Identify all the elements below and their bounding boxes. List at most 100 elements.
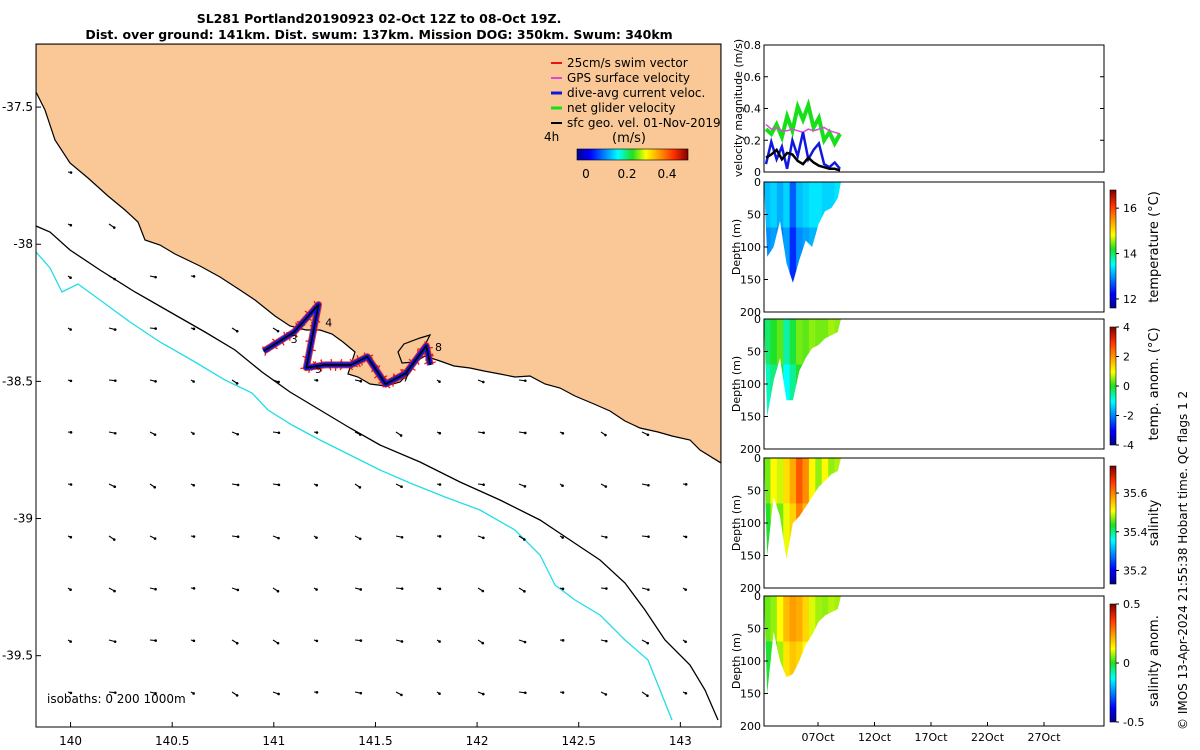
geo-velocity-arrowhead — [235, 329, 239, 333]
section-ytick-label: 0 — [754, 590, 761, 603]
section-ytick-label: 200 — [740, 306, 761, 319]
section-cell — [802, 458, 810, 504]
geo-velocity-arrowhead — [69, 171, 73, 174]
geo-velocity-arrowhead — [523, 485, 527, 488]
geo-velocity-arrowhead — [113, 431, 117, 435]
section-cell — [796, 458, 804, 504]
legend-dive-label: dive-avg current veloc. — [567, 86, 705, 100]
geo-velocity-arrowhead — [69, 276, 72, 280]
section-colorbar-label: 35.4 — [1123, 526, 1148, 539]
section-ytick-label: 150 — [740, 550, 761, 563]
section-ylabel: Depth (m) — [730, 219, 743, 275]
section-cell — [764, 227, 772, 283]
geo-velocity-arrowhead — [482, 536, 485, 540]
geo-velocity-arrowhead — [315, 639, 319, 643]
geo-velocity-arrowhead — [69, 223, 73, 227]
geo-velocity-arrowhead — [684, 483, 688, 486]
section-cell — [776, 182, 784, 228]
section-cell — [808, 319, 816, 365]
velocity-ytick-label: 0 — [754, 166, 761, 179]
geo-velocity-arrowhead — [481, 589, 485, 593]
geo-velocity-arrowhead — [236, 483, 240, 487]
geo-velocity-arrowhead — [646, 694, 649, 697]
section-cell — [802, 182, 810, 228]
track-time-label: 3 — [291, 333, 298, 346]
geo-velocity-arrowhead — [523, 640, 527, 644]
section-ytick-label: 200 — [740, 443, 761, 456]
geo-velocity-arrowhead — [69, 483, 73, 486]
map-ytick-label: -37.5 — [2, 100, 33, 114]
map-xtick-label: 142 — [466, 734, 489, 748]
geo-velocity-arrowhead — [112, 538, 116, 541]
section-cell — [764, 364, 772, 417]
geo-velocity-arrowhead — [604, 639, 608, 643]
section-cell — [783, 364, 791, 417]
velocity-ytick-label: 0.4 — [744, 103, 762, 116]
section-colorbar-label: 16 — [1123, 202, 1137, 215]
map-xtick-label: 142.5 — [562, 734, 596, 748]
geo-velocity-arrowhead — [438, 483, 442, 486]
section-ytick-label: 100 — [740, 517, 761, 530]
section-cell — [828, 182, 836, 228]
geo-velocity-arrowhead — [315, 431, 319, 434]
velocity-ytick-label: 0.6 — [744, 71, 762, 84]
geo-velocity-arrowhead — [235, 641, 239, 645]
track-time-label: 8 — [435, 341, 442, 354]
speed-colorbar — [576, 148, 689, 161]
section-colorbar-label: 0 — [1123, 657, 1130, 670]
geo-velocity-arrowhead — [113, 277, 116, 281]
geo-velocity-arrowhead — [192, 587, 196, 590]
section-cell — [789, 641, 797, 694]
geo-velocity-arrowhead — [604, 485, 608, 488]
geo-velocity-arrowhead — [359, 433, 362, 436]
velocity-panel: 0 0.2 0.4 0.6 0.8 velocity magnitude (m/s) — [732, 39, 1105, 179]
geo-velocity-arrowhead — [192, 483, 196, 487]
geo-velocity-arrowhead — [604, 693, 608, 696]
geo-velocity-arrowhead — [315, 588, 318, 591]
map-frame — [35, 43, 722, 728]
legend-swim-label: 25cm/s swim vector — [567, 56, 688, 70]
section-colorbar-label: 12 — [1123, 293, 1137, 306]
geo-velocity-arrowhead — [523, 538, 526, 541]
section-colorbar-label: -2 — [1123, 410, 1134, 423]
section-cell — [770, 458, 778, 504]
section-colorbar-title: salinity — [1147, 499, 1162, 546]
geo-velocity-arrowhead — [153, 485, 156, 489]
geo-velocity-arrowhead — [438, 587, 442, 591]
map-xtick-label: 143 — [669, 734, 692, 748]
section-cell — [802, 596, 810, 642]
geo-velocity-arrowhead — [277, 692, 280, 696]
geo-velocity-arrowhead — [684, 588, 688, 591]
geo-velocity-arrowhead — [604, 535, 608, 539]
geo-velocity-arrowhead — [69, 431, 73, 434]
geo-velocity-arrowhead — [561, 536, 564, 539]
geo-velocity-arrowhead — [647, 588, 650, 591]
velocity-ytick-label: 0.8 — [744, 39, 762, 52]
map-panel: 3 4 5 7 8 140 140.5 141 141.5 142 142.5 143 -37.5 -3… — [2, 43, 722, 748]
section-ylabel: Depth (m) — [730, 633, 743, 689]
speed-colorbar-tick-1: 0.2 — [617, 167, 636, 181]
geo-velocity-arrowhead — [481, 380, 485, 384]
section-cell — [770, 182, 778, 228]
geo-velocity-arrowhead — [438, 692, 441, 695]
geo-velocity-arrowhead — [561, 484, 564, 488]
section-cell — [808, 458, 816, 504]
geo-velocity-arrowhead — [524, 691, 527, 695]
geo-velocity-arrowhead — [192, 692, 195, 695]
geo-velocity-arrowhead — [315, 536, 318, 539]
geo-velocity-arrowhead — [154, 639, 157, 642]
section-colorbar-title: salinity anom. — [1147, 615, 1162, 707]
geo-velocity-arrowhead — [358, 486, 362, 489]
section-colorbar-title: temperature (°C) — [1147, 191, 1162, 303]
section-cell — [789, 458, 797, 504]
geo-velocity-arrowhead — [438, 640, 441, 643]
map-ytick-label: -38 — [13, 237, 33, 251]
section-colorbar-label: 0 — [1123, 380, 1130, 393]
section-cell — [783, 227, 791, 283]
geo-velocity-arrowhead — [482, 431, 485, 435]
time-marker-label: 4h — [544, 130, 559, 144]
geo-velocity-arrowhead — [277, 536, 280, 540]
geo-velocity-arrowhead — [400, 640, 404, 643]
legend-net-label: net glider velocity — [567, 101, 675, 115]
geo-velocity-arrowhead — [236, 535, 240, 539]
